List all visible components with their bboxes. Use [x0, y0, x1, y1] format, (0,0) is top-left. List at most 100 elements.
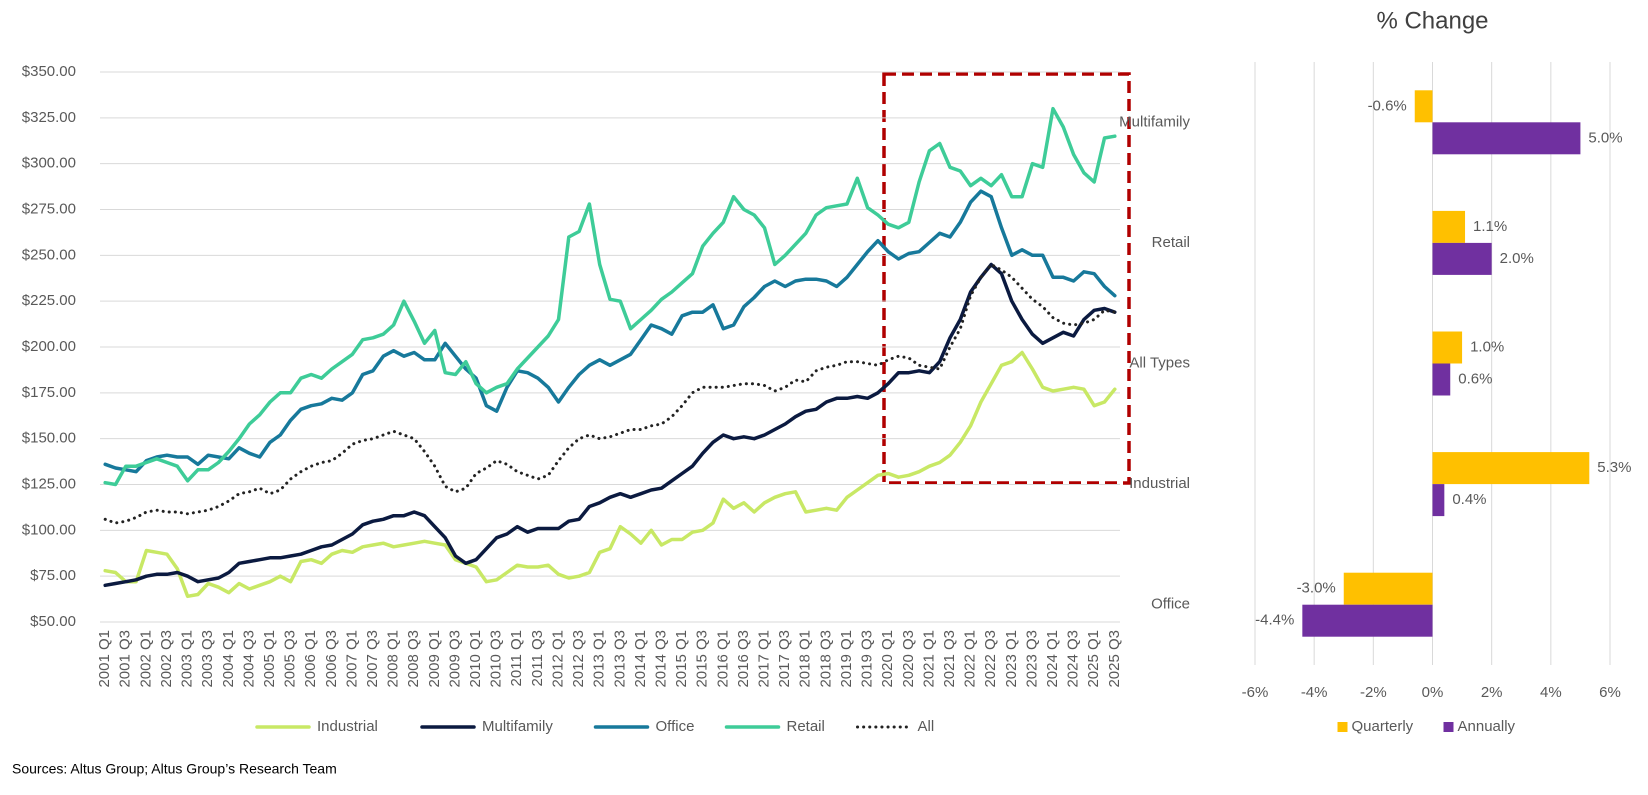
bar [1432, 452, 1590, 485]
x-tick-label: 2015 Q3 [694, 630, 711, 688]
x-tick-label: 2004 Q1 [220, 630, 237, 688]
x-tick-label: 2022 Q3 [982, 630, 999, 688]
x-tick-label: 2% [1481, 684, 1503, 701]
x-tick-label: 2010 Q1 [467, 630, 484, 688]
x-tick-label: 2009 Q1 [426, 630, 443, 688]
x-tick-label: 2014 Q1 [632, 630, 649, 688]
x-tick-label: 2001 Q1 [96, 630, 113, 688]
y-tick-label: $300.00 [22, 155, 76, 172]
value-label: 0.4% [1452, 491, 1486, 508]
x-tick-label: 2018 Q3 [817, 630, 834, 688]
value-label: 5.0% [1588, 129, 1622, 146]
x-tick-label: 2011 Q1 [508, 630, 525, 686]
x-tick-label: 2007 Q3 [364, 630, 381, 688]
x-tick-label: 2016 Q3 [735, 630, 752, 688]
legend-label: Annually [1458, 718, 1516, 735]
x-tick-label: 2021 Q3 [941, 630, 958, 688]
x-tick-label: 2002 Q1 [137, 630, 154, 688]
y-tick-label: $175.00 [22, 384, 76, 401]
x-tick-label: 2023 Q1 [1003, 630, 1020, 688]
x-tick-label: -4% [1301, 684, 1328, 701]
legend-swatch [1337, 722, 1348, 732]
bar [1432, 242, 1492, 275]
x-tick-label: 6% [1599, 684, 1621, 701]
bar [1302, 604, 1433, 637]
x-tick-label: 2002 Q3 [158, 630, 175, 688]
x-tick-label: 2016 Q1 [714, 630, 731, 688]
value-label: 0.6% [1458, 370, 1492, 387]
x-tick-label: 2003 Q1 [179, 630, 196, 688]
source-note: Sources: Altus Group; Altus Group’s Rese… [12, 761, 337, 777]
x-tick-label: 2022 Q1 [962, 630, 979, 688]
x-tick-label: 2004 Q3 [240, 630, 257, 688]
legend-label: Quarterly [1352, 718, 1414, 735]
x-tick-label: 2019 Q3 [859, 630, 876, 688]
y-tick-label: $225.00 [22, 292, 76, 309]
x-tick-label: 2012 Q1 [549, 630, 566, 688]
x-tick-label: 2005 Q1 [261, 630, 278, 688]
y-tick-label: $75.00 [30, 567, 76, 584]
y-tick-label: Retail [1152, 234, 1190, 251]
x-tick-label: -2% [1360, 684, 1387, 701]
highlight-box [882, 72, 1131, 485]
x-tick-label: 2023 Q3 [1023, 630, 1040, 688]
x-tick-label: 2020 Q1 [879, 630, 896, 688]
x-tick-label: 2008 Q3 [405, 630, 422, 688]
y-tick-label: $125.00 [22, 475, 76, 492]
x-tick-label: 2013 Q1 [591, 630, 608, 688]
y-tick-label: $200.00 [22, 338, 76, 355]
line-series [103, 262, 1117, 588]
y-tick-label: $325.00 [22, 109, 76, 126]
bar [1343, 572, 1433, 605]
x-tick-label: 2003 Q3 [199, 630, 216, 688]
value-label: 5.3% [1597, 459, 1631, 476]
x-tick-label: 2014 Q3 [652, 630, 669, 688]
value-label: -3.0% [1297, 580, 1336, 597]
y-tick-label: $250.00 [22, 246, 76, 263]
x-tick-label: 2008 Q1 [385, 630, 402, 688]
x-tick-label: 2010 Q3 [488, 630, 505, 688]
y-tick-label: Industrial [1129, 475, 1190, 492]
legend-label: Industrial [317, 718, 378, 735]
x-tick-label: 2005 Q3 [282, 630, 299, 688]
legend-label: Retail [787, 718, 825, 735]
y-tick-label: All Types [1129, 354, 1190, 371]
bar [1432, 484, 1445, 517]
bar [1432, 363, 1451, 396]
y-tick-label: $50.00 [30, 613, 76, 630]
y-tick-label: $150.00 [22, 430, 76, 447]
x-tick-label: 2015 Q1 [673, 630, 690, 688]
x-tick-label: 2018 Q1 [797, 630, 814, 688]
legend-label: Office [656, 718, 695, 735]
y-tick-label: $350.00 [22, 63, 76, 80]
legend-label: Multifamily [482, 718, 553, 735]
bar [1432, 210, 1466, 243]
x-tick-label: 2007 Q1 [343, 630, 360, 688]
x-tick-label: 2025 Q3 [1106, 630, 1123, 688]
x-tick-label: 0% [1422, 684, 1444, 701]
line-series [103, 350, 1117, 599]
value-label: 1.1% [1473, 218, 1507, 235]
value-label: -0.6% [1368, 97, 1407, 114]
x-tick-label: 2017 Q3 [776, 630, 793, 688]
legend-label: All [918, 718, 935, 735]
x-tick-label: 2001 Q3 [117, 630, 134, 688]
x-tick-label: 2024 Q3 [1065, 630, 1082, 688]
x-tick-label: 2019 Q1 [838, 630, 855, 688]
y-tick-label: $100.00 [22, 521, 76, 538]
x-tick-label: 2021 Q1 [920, 630, 937, 688]
value-label: 2.0% [1500, 250, 1534, 267]
x-tick-label: 2025 Q1 [1085, 630, 1102, 688]
x-tick-label: 2006 Q3 [323, 630, 340, 688]
x-tick-label: 2013 Q3 [611, 630, 628, 688]
legend-swatch [1443, 722, 1454, 732]
x-tick-label: 2012 Q3 [570, 630, 587, 688]
x-tick-label: -6% [1242, 684, 1269, 701]
x-tick-label: 2024 Q1 [1044, 630, 1061, 688]
y-tick-label: Multifamily [1119, 113, 1190, 130]
line-series [103, 106, 1117, 487]
bar [1414, 90, 1433, 123]
x-tick-label: 2006 Q1 [302, 630, 319, 688]
line-series [103, 189, 1117, 474]
